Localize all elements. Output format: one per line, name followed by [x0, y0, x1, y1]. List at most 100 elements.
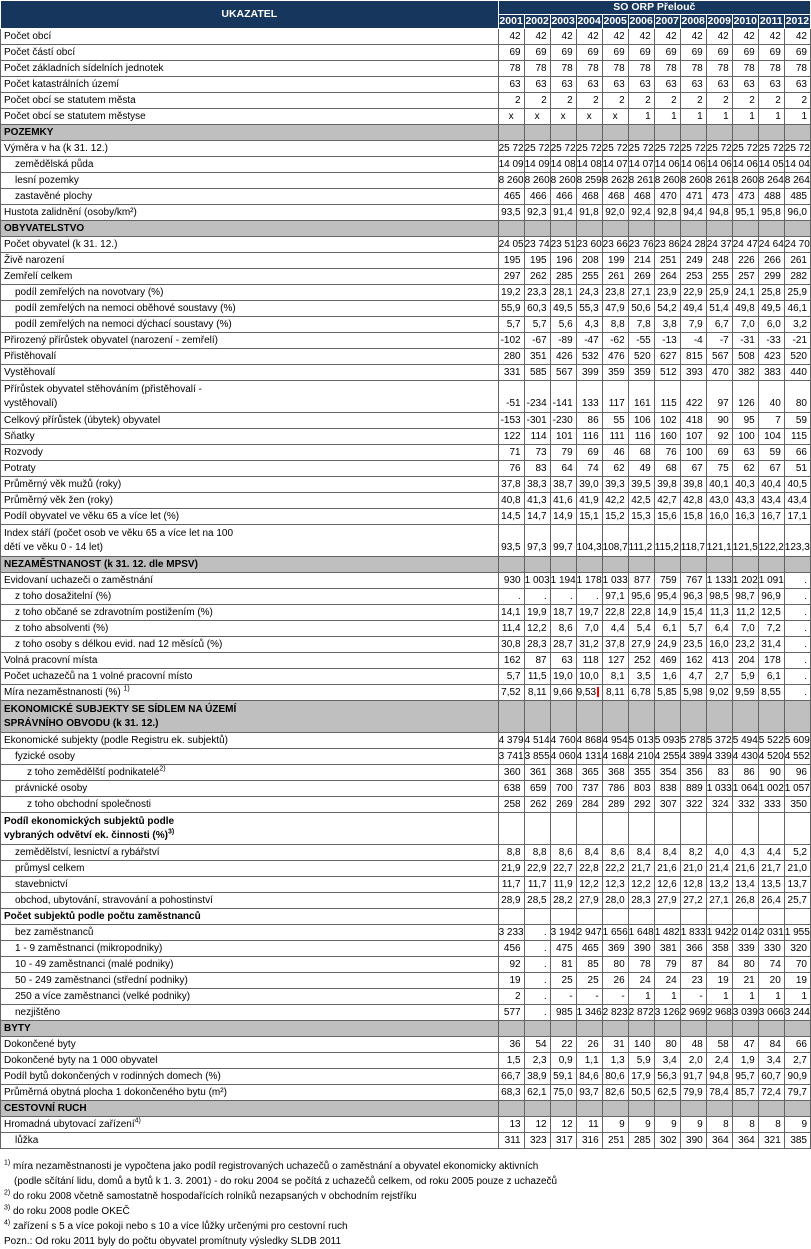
row-label: 10 - 49 zaměstnanci (malé podniky) [0, 956, 499, 973]
year-value-cell: 468 [575, 188, 603, 205]
year-value-cell: 14 071 [627, 156, 655, 173]
year-value-cell: . [523, 956, 551, 973]
year-value-cell: 42 [679, 28, 707, 45]
table-row: Míra nezaměstnanosti (%) 1) 7,52 8,11 9,66 9… [0, 684, 811, 701]
year-value-cell: 5,7 [497, 316, 525, 333]
year-value-cell: 93,5 [497, 204, 525, 221]
year-value-cell: 76 [653, 444, 681, 461]
year-value-cell: 4 255 [653, 748, 681, 765]
year-value-cell: 97,1 [601, 588, 629, 605]
year-value-cell: 2 [653, 92, 681, 109]
year-value-cell: 126 [731, 380, 759, 413]
year-value-cell: 63 [783, 76, 811, 93]
year-value-cell: 78 [549, 60, 577, 77]
year-value-cell: 11,3 [705, 604, 733, 621]
row-label: Vystěhovalí [0, 364, 499, 381]
year-value-cell: 63 [627, 76, 655, 93]
year-value-cell: 1,5 [497, 1052, 525, 1069]
footnote-marker: 1) [4, 1159, 11, 1167]
year-value-cell: 3 039 [731, 1004, 759, 1021]
year-value-cell: 58 [705, 1036, 733, 1053]
year-value-cell: 264 [653, 268, 681, 285]
year-value-cell: 7,8 [627, 316, 655, 333]
year-value-cell: 42 [575, 28, 603, 45]
year-value-cell: 4 210 [627, 748, 655, 765]
year-value-cell: 8,6 [549, 844, 577, 861]
year-value-cell: 98,5 [705, 588, 733, 605]
year-value-cell: 9 [679, 1116, 707, 1133]
year-value-cell: 95,6 [627, 588, 655, 605]
year-value-cell: . [783, 668, 811, 685]
year-header: 2009 [705, 14, 733, 29]
year-value-cell: 11,2 [731, 604, 759, 621]
year-value-cell [783, 1020, 811, 1037]
year-value-cell: 251 [601, 1132, 629, 1149]
year-value-cell: 365 [575, 764, 603, 781]
table-row: Hustota zalidnění (osoby/km²) 93,5 92,3 91,… [0, 204, 811, 221]
table-row: Ekonomické subjekty (podle Registru ek. … [0, 732, 811, 749]
year-value-cell: 49,8 [731, 300, 759, 317]
year-value-cell [731, 908, 759, 925]
year-value-cell: 2 [705, 92, 733, 109]
year-value-cell: 359 [627, 364, 655, 381]
year-value-cell: 96 [783, 764, 811, 781]
year-value-cell [575, 556, 603, 573]
year-value-cell [653, 220, 681, 237]
year-value-cell: 21 [731, 972, 759, 989]
year-value-cell: 289 [601, 796, 629, 813]
year-value-cell: 115 [783, 428, 811, 445]
row-label: Hromadná ubytovací zařízení4) [0, 1116, 499, 1133]
year-value-cell: -153 [497, 412, 525, 429]
year-value-cell: 469 [653, 652, 681, 669]
year-value-cell: 55,3 [575, 300, 603, 317]
year-value-cell: 60,3 [523, 300, 551, 317]
year-value-cell: 8 264 [783, 172, 811, 189]
year-value-cell: 41,3 [523, 492, 551, 509]
table-row: 1 - 9 zaměstnanci (mikropodniky) 456. 475 4… [0, 940, 811, 957]
table-row: z toho osoby s délkou evid. nad 12 měsíc… [0, 636, 811, 653]
table-row: fyzické osoby 3 741 3 855 4 060 4 131 4 168 4 … [0, 748, 811, 765]
year-value-cell: 877 [627, 572, 655, 589]
year-value-cell [497, 1100, 525, 1117]
year-value-cell: 21,6 [653, 860, 681, 877]
section-label: OBYVATELSTVO [0, 220, 499, 237]
year-value-cell: 63 [757, 76, 785, 93]
table-row: z toho obchodní společnosti 258 262 269 284 2… [0, 796, 811, 813]
row-label: Počet obcí se statutem města [0, 92, 499, 109]
year-value-cell: 21,7 [627, 860, 655, 877]
year-value-cell: 63 [705, 76, 733, 93]
year-value-cell: 38,9 [523, 1068, 551, 1085]
year-value-cell: 48 [679, 1036, 707, 1053]
table-row: Počet katastrálních území 63 63 63 63 63 63 63 6… [0, 76, 811, 93]
year-value-cell [705, 124, 733, 141]
year-value-cell: 63 [731, 76, 759, 93]
row-label: 250 a více zaměstnanci (velké podniky) [0, 988, 499, 1005]
year-value-cell: 14 055 [757, 156, 785, 173]
row-label: z toho občané se zdravotním postižením (… [0, 604, 499, 621]
year-value-cell: 42 [497, 28, 525, 45]
row-label: Počet obyvatel (k 31. 12.) [0, 236, 499, 253]
year-value-cell [627, 124, 655, 141]
year-value-cell [523, 908, 551, 925]
year-value-cell: 512 [653, 364, 681, 381]
row-label: z toho zemědělští podnikatelé2) [0, 764, 499, 781]
year-value-cell: 27,1 [705, 892, 733, 909]
year-value-cell: 27,9 [575, 892, 603, 909]
year-value-cell: 42 [549, 28, 577, 45]
year-value-cell: 84,6 [575, 1068, 603, 1085]
year-value-cell: 5,9 [627, 1052, 655, 1069]
year-value-cell: 28,3 [627, 892, 655, 909]
year-value-cell: 366 [679, 940, 707, 957]
year-value-cell: 95 [731, 412, 759, 429]
year-value-cell: 426 [549, 348, 577, 365]
year-value-cell: 25,7 [783, 892, 811, 909]
year-value-cell: . [783, 572, 811, 589]
year-value-cell: 94,8 [705, 1068, 733, 1085]
year-value-cell: 7,2 [757, 620, 785, 637]
year-value-cell: 520 [783, 348, 811, 365]
year-value-cell: 85,7 [731, 1084, 759, 1101]
table-row: Počet základních sídelních jednotek 78 78 7… [0, 60, 811, 77]
year-value-cell: 1 064 [731, 780, 759, 797]
year-value-cell: 24 471 [731, 236, 759, 253]
table-row: Hromadná ubytovací zařízení4) 13 12 12 11 9 9 9… [0, 1116, 811, 1133]
